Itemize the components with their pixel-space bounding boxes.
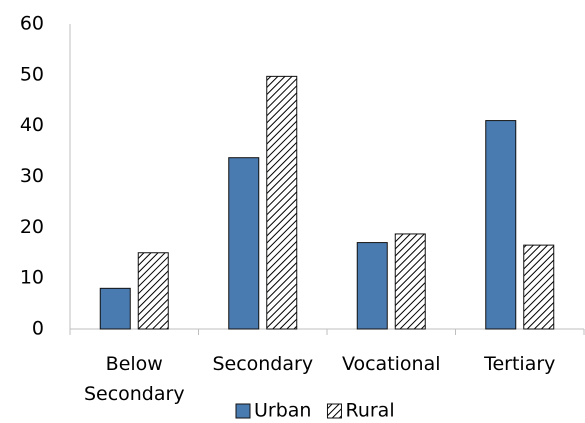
bar [228,157,260,330]
y-tick-label: 60 [20,13,44,35]
bar [485,120,517,330]
legend-swatch [235,403,251,419]
bar [394,233,426,330]
legend-label: Urban [254,400,311,422]
bar [99,287,131,330]
x-tick-label: Below Secondary [83,353,185,405]
y-tick-label: 10 [20,267,44,289]
bar [356,242,388,330]
x-tick-label: Vocational [341,353,441,375]
x-tick-label: Tertiary [484,353,556,375]
y-tick-label: 40 [20,114,44,136]
y-tick-label: 30 [20,165,44,187]
bar [523,244,555,330]
bar [137,252,169,330]
x-tick-label: Secondary [212,353,314,375]
legend-swatch [326,403,342,419]
bar [266,75,298,330]
legend-label: Rural [345,400,394,422]
y-tick-label: 0 [32,318,44,340]
y-tick-label: 50 [20,63,44,85]
y-tick-label: 20 [20,216,44,238]
